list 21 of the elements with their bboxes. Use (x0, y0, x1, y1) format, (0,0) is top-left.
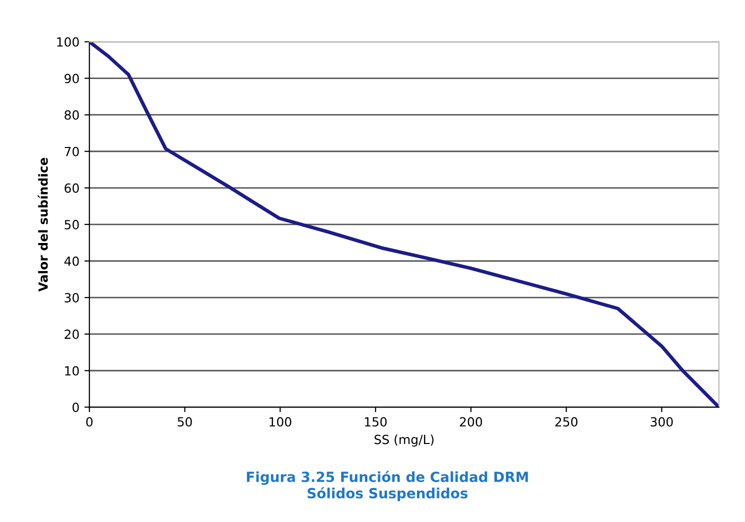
y-tick-label: 30 (64, 293, 79, 302)
y-tick-label: 90 (64, 74, 79, 84)
y-tick-label: 80 (64, 110, 79, 120)
x-tick-label: 300 (650, 417, 673, 427)
y-tick-label: 10 (65, 366, 79, 376)
x-tick-label: 200 (460, 417, 482, 427)
x-tick-label: 50 (178, 417, 192, 427)
x-tick-label: 150 (364, 417, 387, 427)
y-tick-label: 40 (64, 256, 79, 266)
y-axis-title: Valor del subíndice (38, 158, 48, 292)
text: Figura 3.25 Función de Calidad DRM Sólidos Suspendidos (246, 470, 528, 502)
y-tick-label: 50 (64, 220, 79, 230)
x-tick-label: 250 (555, 417, 578, 427)
y-tick-label: 60 (64, 183, 79, 193)
y-tick-label: 0 (72, 402, 79, 412)
y-tick-label: 20 (64, 330, 79, 340)
x-tick-label: 0 (86, 417, 93, 427)
y-tick-label: 70 (64, 146, 79, 156)
x-tick-label: 100 (270, 417, 292, 427)
x-axis-title: SS (mg/L) (374, 434, 434, 447)
y-tick-label: 100 (57, 37, 79, 47)
